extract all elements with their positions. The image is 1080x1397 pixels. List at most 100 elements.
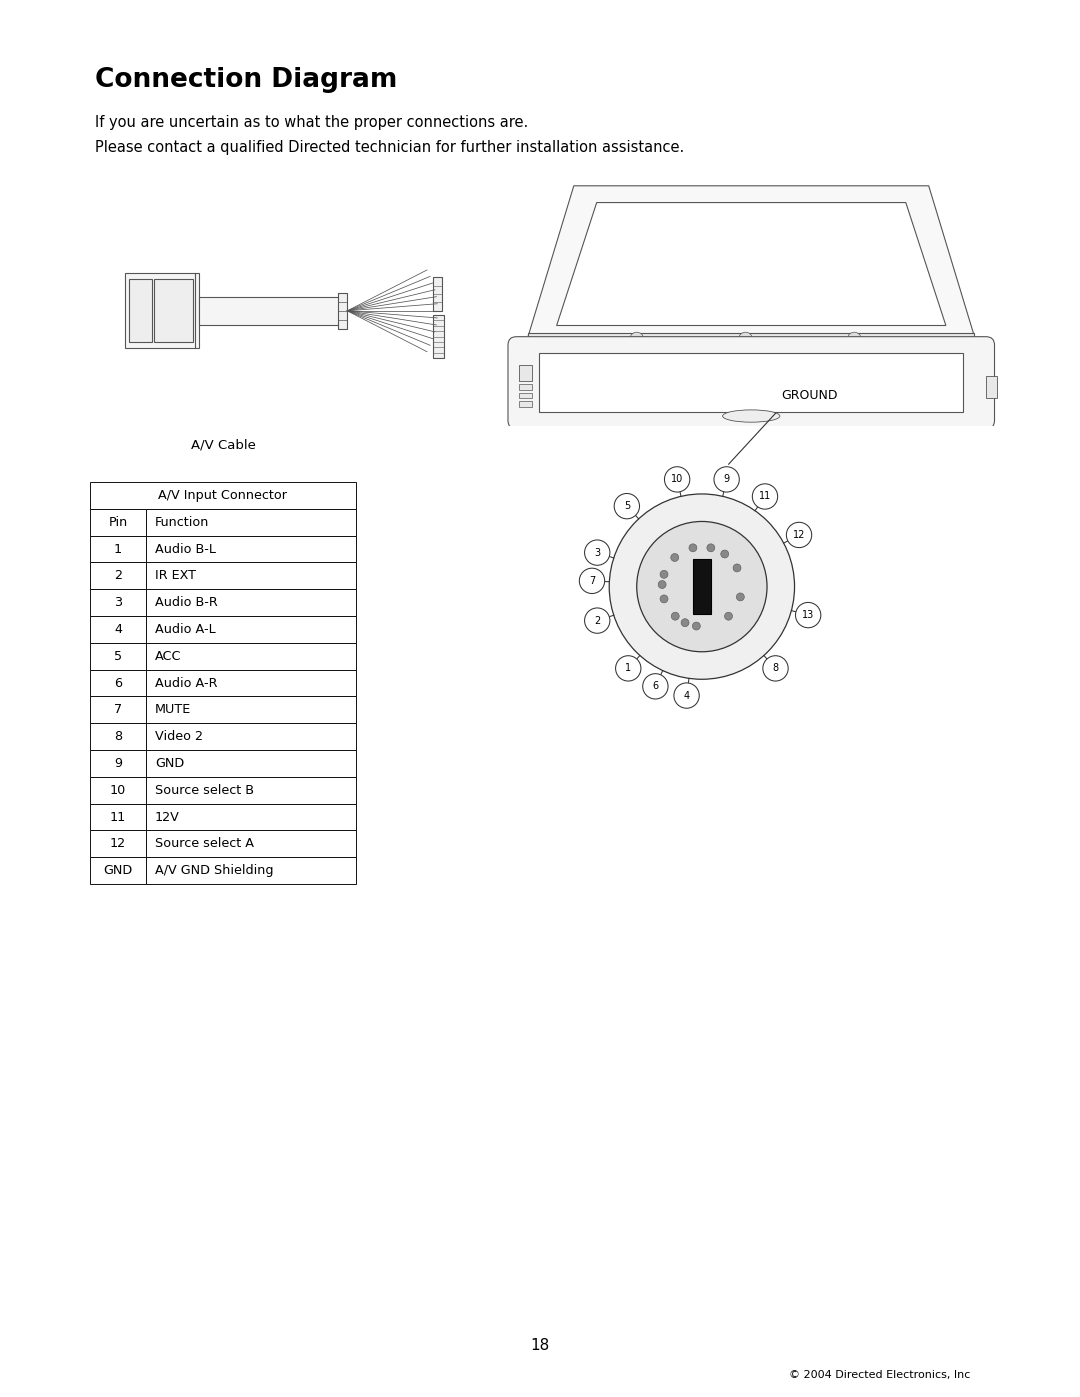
Bar <box>90 777 146 803</box>
Circle shape <box>733 564 741 571</box>
Text: 10: 10 <box>671 475 684 485</box>
Text: Audio A-R: Audio A-R <box>156 676 217 690</box>
Bar <box>146 803 356 830</box>
Bar <box>146 509 356 535</box>
Circle shape <box>737 592 744 601</box>
Text: 6: 6 <box>652 682 659 692</box>
Bar <box>129 279 151 342</box>
Text: IR EXT: IR EXT <box>156 570 195 583</box>
Text: Audio A-L: Audio A-L <box>156 623 216 636</box>
Text: 13: 13 <box>802 610 814 620</box>
Circle shape <box>660 595 669 604</box>
Text: 5: 5 <box>113 650 122 662</box>
Bar <box>146 616 356 643</box>
Text: 7: 7 <box>113 703 122 717</box>
Text: Audio B-L: Audio B-L <box>156 542 216 556</box>
Bar <box>146 858 356 884</box>
Bar <box>433 314 444 359</box>
Circle shape <box>584 541 610 566</box>
Text: 2: 2 <box>594 616 600 626</box>
Text: Pin: Pin <box>108 515 127 528</box>
Bar <box>90 750 146 777</box>
Circle shape <box>681 619 689 627</box>
Circle shape <box>786 522 812 548</box>
Circle shape <box>714 467 740 492</box>
Circle shape <box>692 622 700 630</box>
Bar <box>146 590 356 616</box>
Bar <box>90 563 146 590</box>
Bar <box>433 277 442 312</box>
Text: 4: 4 <box>114 623 122 636</box>
Bar <box>90 830 146 858</box>
Ellipse shape <box>723 409 780 422</box>
Text: Source select B: Source select B <box>156 784 254 796</box>
Bar <box>153 279 192 342</box>
Circle shape <box>637 521 767 652</box>
Text: 18: 18 <box>530 1337 550 1352</box>
Circle shape <box>689 543 697 552</box>
FancyBboxPatch shape <box>125 274 199 348</box>
Text: ACC: ACC <box>156 650 181 662</box>
Text: MUTE: MUTE <box>156 703 191 717</box>
Text: 11: 11 <box>110 810 126 823</box>
Circle shape <box>762 655 788 682</box>
Circle shape <box>660 570 669 578</box>
Bar <box>90 535 146 563</box>
Bar <box>90 696 146 724</box>
Text: 1: 1 <box>625 664 632 673</box>
Text: 7: 7 <box>589 576 595 585</box>
Circle shape <box>796 602 821 627</box>
Text: 1: 1 <box>113 542 122 556</box>
Circle shape <box>658 581 666 588</box>
Circle shape <box>725 612 732 620</box>
Text: Connection Diagram: Connection Diagram <box>95 67 397 94</box>
Bar <box>338 293 348 328</box>
Text: If you are uncertain as to what the proper connections are.: If you are uncertain as to what the prop… <box>95 115 528 130</box>
Polygon shape <box>528 186 974 337</box>
Text: 2: 2 <box>114 570 122 583</box>
Bar <box>146 643 356 669</box>
Circle shape <box>720 550 729 557</box>
Circle shape <box>672 612 679 620</box>
Bar <box>90 858 146 884</box>
Circle shape <box>609 495 795 679</box>
Text: 10: 10 <box>110 784 126 796</box>
Circle shape <box>643 673 669 698</box>
Text: 3: 3 <box>594 548 600 557</box>
Text: 9: 9 <box>724 475 730 485</box>
Bar <box>146 669 356 696</box>
Text: 6: 6 <box>114 676 122 690</box>
Text: 8: 8 <box>113 731 122 743</box>
Text: 9: 9 <box>114 757 122 770</box>
Circle shape <box>706 543 715 552</box>
Circle shape <box>615 493 639 518</box>
Circle shape <box>753 483 778 509</box>
Bar <box>146 777 356 803</box>
Text: 12V: 12V <box>156 810 180 823</box>
Text: 3: 3 <box>113 597 122 609</box>
Bar <box>90 803 146 830</box>
Bar <box>199 298 342 324</box>
Bar <box>90 482 356 509</box>
Circle shape <box>674 683 699 708</box>
Bar <box>90 509 146 535</box>
Text: 11: 11 <box>759 492 771 502</box>
Bar <box>146 535 356 563</box>
Text: 8: 8 <box>772 664 779 673</box>
Text: 12: 12 <box>793 529 806 541</box>
Bar <box>693 559 712 615</box>
Text: A/V Input Connector: A/V Input Connector <box>159 489 287 502</box>
Bar <box>90 590 146 616</box>
Bar <box>146 750 356 777</box>
Circle shape <box>664 467 690 492</box>
Text: Video 2: Video 2 <box>156 731 203 743</box>
Bar <box>519 365 532 381</box>
Circle shape <box>630 332 644 345</box>
Bar <box>519 384 532 390</box>
FancyBboxPatch shape <box>508 337 995 429</box>
Bar <box>146 696 356 724</box>
Text: 5: 5 <box>624 502 630 511</box>
Circle shape <box>584 608 610 633</box>
Bar <box>146 563 356 590</box>
Text: 4: 4 <box>684 690 690 700</box>
